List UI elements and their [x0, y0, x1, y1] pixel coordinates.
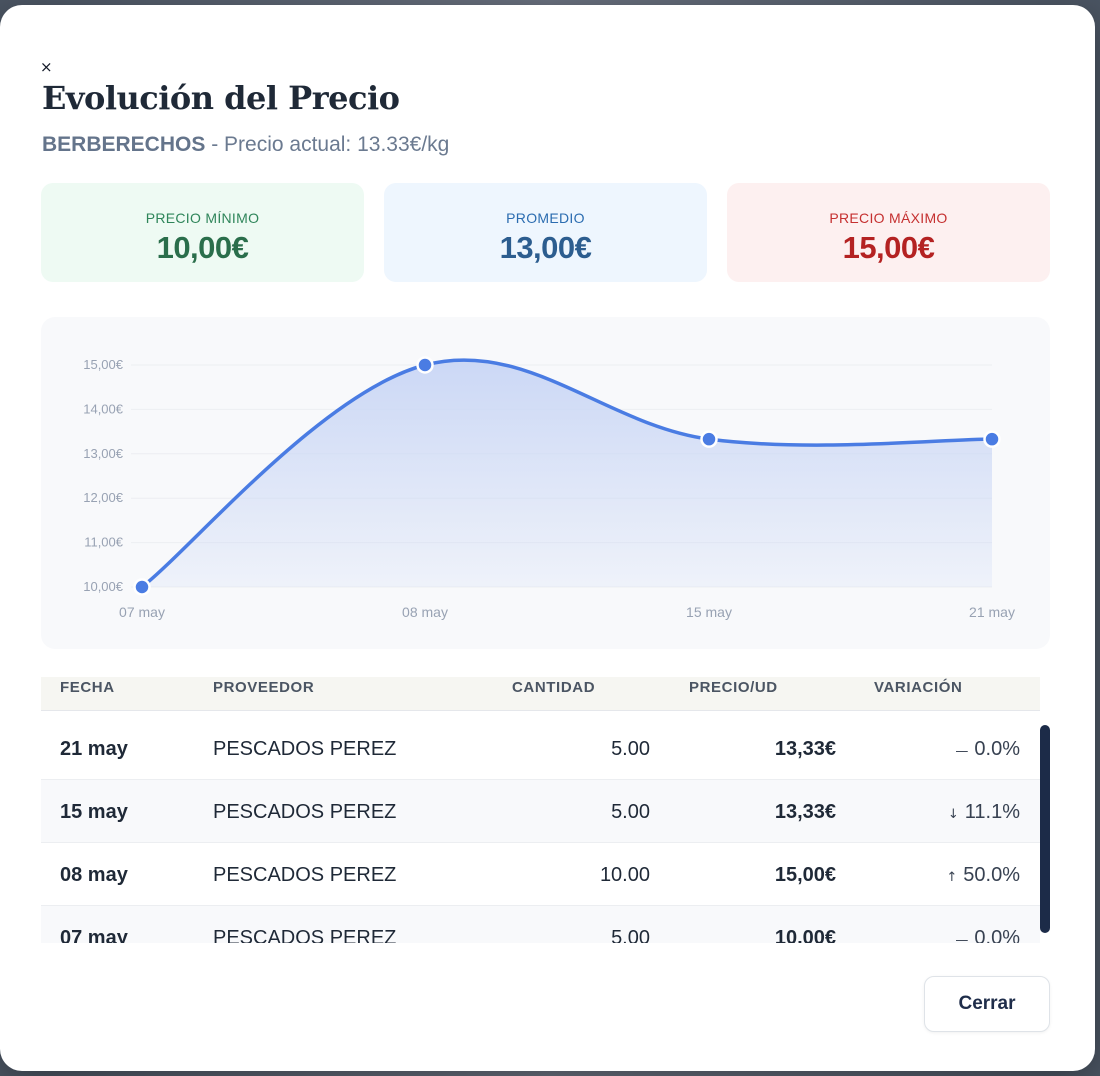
data-point — [983, 430, 1001, 448]
header-proveedor[interactable]: PROVEEDOR — [213, 679, 315, 696]
price-history-table: FECHA PROVEEDOR CANTIDAD PRECIO/UD VARIA… — [41, 677, 1040, 943]
cell-price: 10,00€ — [774, 927, 836, 943]
cell-quantity: 5.00 — [611, 738, 650, 760]
cell-variation: — 0.0% — [955, 737, 1020, 764]
cell-date: 21 may — [60, 738, 128, 760]
variation-value: 0.0% — [974, 738, 1020, 760]
stat-min-label: PRECIO MÍNIMO — [145, 210, 260, 226]
close-button[interactable]: Cerrar — [924, 976, 1050, 1032]
table-header: FECHA PROVEEDOR CANTIDAD PRECIO/UD VARIA… — [41, 677, 1040, 711]
price-evolution-modal: × Evolución del Precio BERBERECHOS - Pre… — [0, 5, 1095, 1071]
stat-card-max: PRECIO MÁXIMO 15,00€ — [727, 183, 1050, 282]
price-area-fill — [142, 359, 992, 587]
stat-card-min: PRECIO MÍNIMO 10,00€ — [41, 183, 364, 282]
variation-value: 50.0% — [963, 864, 1020, 886]
arrow-up-icon: ↑ — [946, 870, 958, 885]
y-tick-label: 10,00€ — [83, 579, 124, 594]
cell-quantity: 5.00 — [611, 801, 650, 823]
product-name: BERBERECHOS — [42, 133, 206, 156]
cell-quantity: 5.00 — [611, 927, 650, 943]
cell-quantity: 10.00 — [599, 864, 650, 886]
cell-price: 15,00€ — [774, 864, 836, 886]
table-row[interactable]: 07 may PESCADOS PEREZ 5.00 10,00€ — 0.0% — [41, 906, 1040, 943]
variation-value: 11.1% — [964, 801, 1020, 823]
stat-min-value: 10,00€ — [156, 230, 249, 265]
cell-variation: ↑ 50.0% — [946, 863, 1020, 890]
current-price-text: - Precio actual: 13.33€/kg — [211, 133, 450, 156]
cell-date: 07 may — [60, 927, 128, 943]
cell-price: 13,33€ — [774, 738, 836, 760]
close-icon[interactable]: × — [40, 58, 53, 76]
variation-value: 0.0% — [974, 927, 1020, 943]
modal-title: Evolución del Precio — [42, 79, 400, 117]
modal-subtitle: BERBERECHOS - Precio actual: 13.33€/kg — [42, 133, 449, 157]
neutral-dash-icon: — — [955, 744, 969, 759]
cell-variation: — 0.0% — [955, 926, 1020, 943]
price-chart: 10,00€ 11,00€ 12,00€ 13,00€ 14,00€ 15,00€ 07 m… — [41, 317, 1050, 649]
table-row[interactable]: 21 may PESCADOS PEREZ 5.00 13,33€ — 0.0% — [41, 717, 1040, 780]
x-tick-label: 07 may — [119, 604, 165, 620]
data-point — [700, 430, 718, 448]
stat-average-value: 13,00€ — [499, 230, 592, 265]
data-point — [416, 356, 434, 374]
header-cantidad[interactable]: CANTIDAD — [512, 679, 596, 696]
table-row[interactable]: 15 may PESCADOS PEREZ 5.00 13,33€ ↓ 11.1% — [41, 780, 1040, 843]
cell-provider: PESCADOS PEREZ — [213, 738, 397, 760]
y-tick-label: 12,00€ — [83, 490, 124, 505]
data-point — [133, 578, 151, 596]
y-tick-label: 11,00€ — [84, 535, 124, 550]
cell-provider: PESCADOS PEREZ — [213, 927, 397, 943]
x-tick-label: 15 may — [686, 604, 732, 620]
cell-date: 15 may — [60, 801, 128, 823]
header-fecha[interactable]: FECHA — [60, 679, 115, 696]
cell-provider: PESCADOS PEREZ — [213, 864, 397, 886]
stat-max-label: PRECIO MÁXIMO — [829, 210, 948, 226]
y-tick-label: 14,00€ — [83, 401, 124, 416]
price-chart-svg: 10,00€ 11,00€ 12,00€ 13,00€ 14,00€ 15,00€ 07 m… — [83, 356, 1015, 620]
cell-price: 13,33€ — [774, 801, 836, 823]
header-variacion[interactable]: VARIACIÓN — [874, 679, 963, 696]
stat-average-label: PROMEDIO — [506, 210, 585, 226]
header-precio-ud[interactable]: PRECIO/UD — [689, 679, 778, 696]
cell-date: 08 may — [60, 864, 128, 886]
cell-variation: ↓ 11.1% — [948, 800, 1020, 827]
x-tick-label: 08 may — [402, 604, 448, 620]
neutral-dash-icon: — — [955, 933, 969, 943]
table-scrollbar[interactable] — [1040, 725, 1050, 933]
x-tick-label: 21 may — [969, 604, 1015, 620]
y-tick-label: 13,00€ — [83, 446, 124, 461]
table-row[interactable]: 08 may PESCADOS PEREZ 10.00 15,00€ ↑ 50.0… — [41, 843, 1040, 906]
y-tick-label: 15,00€ — [83, 357, 124, 372]
price-line — [140, 358, 994, 589]
stat-card-average: PROMEDIO 13,00€ — [384, 183, 707, 282]
stat-max-value: 15,00€ — [842, 230, 935, 265]
arrow-down-icon: ↓ — [947, 807, 959, 822]
cell-provider: PESCADOS PEREZ — [213, 801, 397, 823]
